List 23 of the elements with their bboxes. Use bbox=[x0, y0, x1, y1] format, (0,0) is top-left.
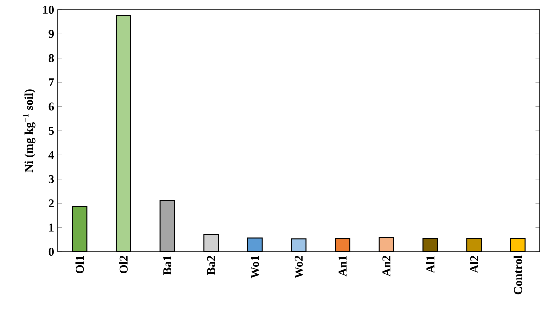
x-tick-label: Ba2 bbox=[207, 256, 216, 276]
y-tick-label: 4 bbox=[48, 151, 54, 160]
x-tick-label: Wo1 bbox=[251, 256, 260, 279]
y-axis-title: Ni (mg kg$^{−1}$ soil) bbox=[23, 90, 36, 173]
x-tick-label: Control bbox=[514, 256, 522, 295]
y-tick-label: 8 bbox=[48, 54, 54, 62]
y-tick-label: 9 bbox=[48, 30, 54, 38]
y-tick-label: 6 bbox=[48, 102, 54, 111]
x-tick-label: An2 bbox=[382, 256, 391, 277]
x-tick-label: Ol2 bbox=[120, 256, 128, 274]
x-tick-label: Al1 bbox=[426, 256, 435, 274]
y-tick-label: 7 bbox=[49, 78, 54, 87]
y-tick-label: 2 bbox=[49, 200, 54, 208]
x-tick-label: Ol1 bbox=[76, 256, 84, 274]
x-tick-label: Wo2 bbox=[294, 256, 304, 279]
x-tick-label: Al2 bbox=[470, 256, 478, 274]
y-tick-label: 3 bbox=[48, 175, 54, 184]
y-tick-label: 1 bbox=[49, 224, 54, 232]
y-tick-label: 5 bbox=[48, 127, 54, 135]
y-tick-label: 0 bbox=[48, 248, 54, 256]
x-tick-label: An1 bbox=[338, 256, 347, 277]
x-tick-label: Ba1 bbox=[164, 256, 172, 276]
y-tick-label: 10 bbox=[43, 6, 54, 14]
